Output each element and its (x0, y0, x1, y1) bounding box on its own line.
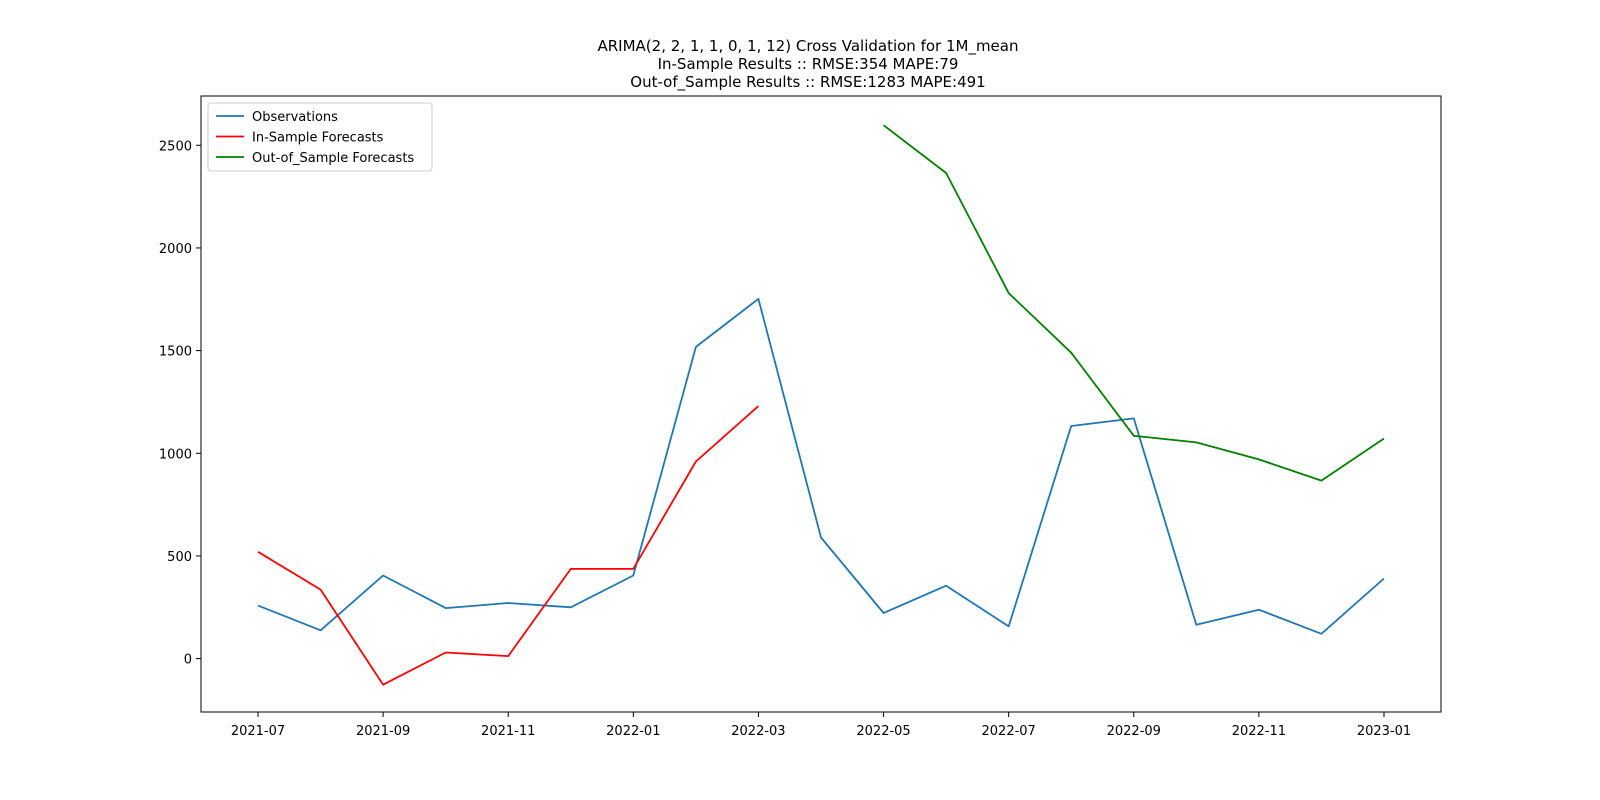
y-tick-label: 1000 (159, 447, 192, 462)
x-tick-label: 2021-07 (231, 724, 285, 739)
series-line-observations (257, 297, 1385, 635)
y-tick-label: 0 (184, 653, 192, 668)
x-tick-label: 2021-09 (356, 724, 410, 739)
y-tick-label: 2500 (159, 139, 192, 154)
x-tick-label: 2022-05 (856, 724, 910, 739)
y-tick-label: 2000 (159, 242, 192, 257)
title-line-1: ARIMA(2, 2, 1, 1, 0, 1, 12) Cross Valida… (598, 37, 1019, 56)
x-tick-label: 2023-01 (1357, 724, 1411, 739)
legend-label: Out-of_Sample Forecasts (252, 151, 414, 166)
plot-area-frame (200, 95, 1442, 713)
x-tick-label: 2021-11 (481, 724, 535, 739)
x-tick-label: 2022-09 (1107, 724, 1161, 739)
legend-label: In-Sample Forecasts (252, 131, 384, 146)
title-line-3: Out-of_Sample Results :: RMSE:1283 MAPE:… (630, 73, 985, 92)
y-tick-label: 1500 (159, 345, 192, 360)
legend-label: Observations (252, 110, 338, 125)
y-tick-label: 500 (167, 550, 192, 565)
y-axis: 0 500 1000 1500 2000 2500 (159, 139, 201, 668)
x-axis: 2021-07 2021-09 2021-11 2022-01 2022-03 2022-… (231, 712, 1411, 739)
title-line-2: In-Sample Results :: RMSE:354 MAPE:79 (658, 55, 959, 73)
series-line-in-sample-forecasts (257, 405, 759, 686)
chart-title: ARIMA(2, 2, 1, 1, 0, 1, 12) Cross Valida… (598, 37, 1019, 92)
x-tick-label: 2022-03 (731, 724, 785, 739)
series-line-out-of-sample-forecasts (883, 124, 1385, 482)
x-tick-label: 2022-11 (1232, 724, 1286, 739)
legend-box (207, 102, 433, 172)
series-layer (257, 124, 1385, 686)
x-tick-label: 2022-07 (982, 724, 1036, 739)
x-tick-label: 2022-01 (606, 724, 660, 739)
legend: Observations In-Sample Forecasts Out-of_Sa… (207, 102, 433, 172)
